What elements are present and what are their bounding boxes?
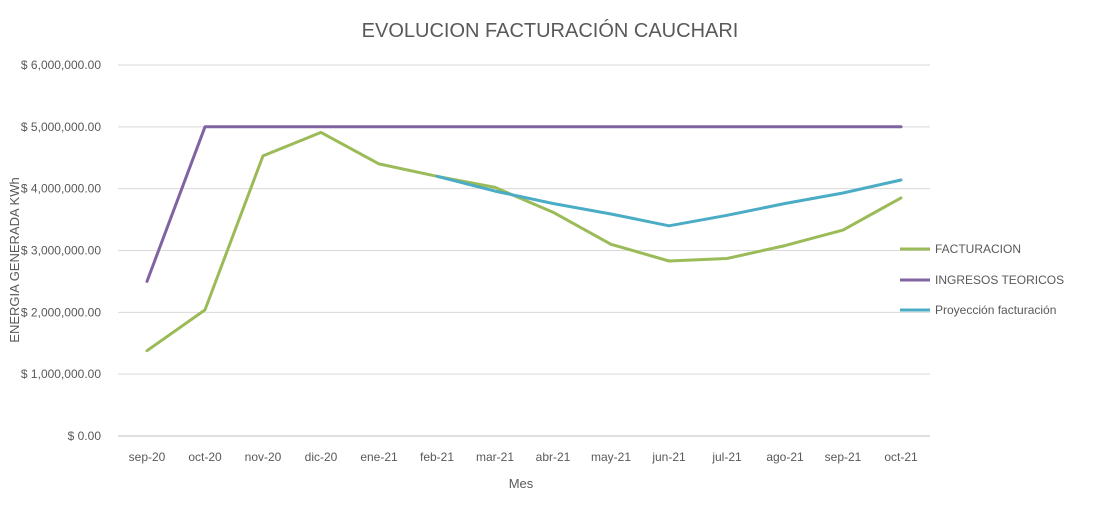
gridlines (118, 64, 930, 437)
legend-label: FACTURACION (935, 242, 1021, 256)
y-tick-label: $ 4,000,000.00 (21, 182, 101, 196)
x-tick-label: jun-21 (651, 450, 686, 464)
series-line-ingresos-teoricos (145, 125, 903, 283)
x-tick-label: ago-21 (766, 450, 804, 464)
y-tick-label: $ 3,000,000.00 (21, 244, 101, 258)
y-axis-ticks: $ 0.00 $ 1,000,000.00 $ 2,000,000.00 $ 3,00… (21, 58, 101, 443)
series-lines (145, 125, 903, 353)
x-tick-label: feb-21 (420, 450, 454, 464)
y-tick-label: $ 6,000,000.00 (21, 58, 101, 72)
x-tick-label: may-21 (591, 450, 631, 464)
y-tick-label: $ 0.00 (68, 429, 102, 443)
x-tick-label: sep-21 (825, 450, 862, 464)
x-tick-label: dic-20 (305, 450, 338, 464)
series-line-facturacion (145, 130, 903, 353)
series-line-proyecci-n-facturaci-n (435, 174, 903, 228)
y-axis-label: ENERGIA GENERADA KWh (7, 177, 22, 342)
x-tick-label: ene-21 (360, 450, 398, 464)
x-tick-label: mar-21 (476, 450, 514, 464)
legend-label: INGRESOS TEORICOS (935, 273, 1064, 287)
x-tick-label: jul-21 (711, 450, 742, 464)
x-tick-label: oct-21 (884, 450, 918, 464)
x-tick-label: oct-20 (188, 450, 222, 464)
x-tick-label: nov-20 (245, 450, 282, 464)
x-axis-label: Mes (509, 476, 534, 491)
y-tick-label: $ 2,000,000.00 (21, 305, 101, 319)
y-tick-label: $ 5,000,000.00 (21, 120, 101, 134)
chart-title: EVOLUCION FACTURACIÓN CAUCHARI (362, 19, 739, 42)
x-tick-label: abr-21 (536, 450, 571, 464)
legend: FACTURACION INGRESOS TEORICOS Proyección f… (900, 242, 1064, 317)
x-tick-label: sep-20 (129, 450, 166, 464)
y-tick-label: $ 1,000,000.00 (21, 367, 101, 381)
legend-label: Proyección facturación (935, 303, 1056, 317)
x-axis-ticks: sep-20 oct-20 nov-20 dic-20 ene-21 feb-21 mar-… (129, 450, 918, 464)
